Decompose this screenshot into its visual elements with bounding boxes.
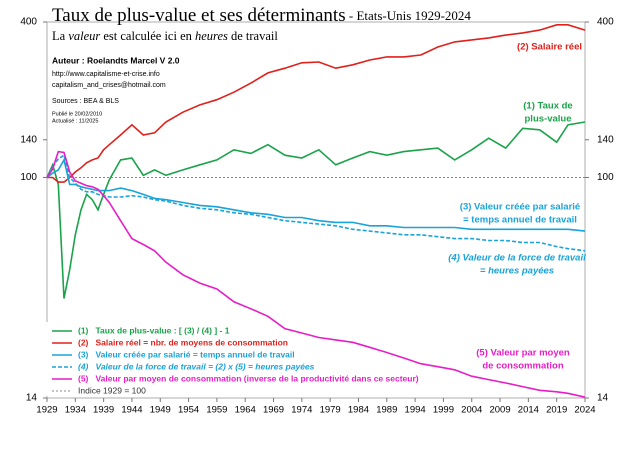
series-line <box>46 153 586 252</box>
x-tick-label: 1959 <box>206 405 227 416</box>
series-line <box>46 121 586 299</box>
info-line: Sources : BEA & BLS <box>52 98 119 105</box>
plot-frame <box>46 21 586 399</box>
x-tick-label: 1979 <box>320 405 341 416</box>
series-line <box>46 150 586 398</box>
series-annotation: = temps annuel de travail <box>463 215 577 226</box>
x-tick-label: 1939 <box>93 405 114 416</box>
info-line: capitalism_and_crises@hotmail.com <box>52 82 166 89</box>
x-tick-label: 1984 <box>348 405 369 416</box>
series-line <box>46 157 586 232</box>
series-annotation: (4) Valeur de la force de travail <box>448 253 586 264</box>
x-tick-label: 1944 <box>121 405 142 416</box>
x-tick-label: 1949 <box>150 405 171 416</box>
subtitle-part: heures <box>195 29 228 43</box>
legend-label: (2) Salaire réel = nbr. de moyens de con… <box>78 337 288 347</box>
title-suffix: - Etats-Unis 1929-2024 <box>346 8 472 23</box>
legend-label: (1) Taux de plus-value : [ (3) / (4) ] -… <box>78 325 230 335</box>
y2-tick-label: 140 <box>597 134 614 145</box>
info-line: Publié le 20/02/2010 <box>52 111 102 117</box>
x-tick-label: 1934 <box>65 405 86 416</box>
series-annotation: (3) Valeur créée par salarié <box>460 202 580 213</box>
series-annotation: (1) Taux de <box>523 101 572 112</box>
series-annotation: (5) Valeur par moyen <box>476 348 570 359</box>
series-line <box>47 24 586 183</box>
y2-tick-label: 400 <box>597 17 614 28</box>
series-annotation: plus-value <box>525 114 572 125</box>
legend-label: Indice 1929 = 100 <box>78 385 146 395</box>
x-tick-label: 1954 <box>178 405 199 416</box>
info-line: Actualisé : 11/2025 <box>52 118 98 124</box>
subtitle-part: de travail <box>228 29 279 43</box>
x-tick-label: 1929 <box>36 405 57 416</box>
info-line: http://www.capitalisme-et-crise.info <box>52 71 160 78</box>
x-tick-label: 1989 <box>376 405 397 416</box>
x-tick-label: 2009 <box>489 405 510 416</box>
y2-tick-label: 100 <box>597 172 614 183</box>
legend-label: (3) Valeur créée par salarié = temps ann… <box>78 349 295 359</box>
series-annotation: (2) Salaire réel <box>517 42 582 53</box>
legend-label: (5) Valeur par moyen de consommation (in… <box>78 373 419 383</box>
series-annotation: = heures payées <box>480 266 554 277</box>
legend-label: (4) Valeur de la force de travail = (2) … <box>78 361 315 371</box>
info-line: Auteur : Roelandts Marcel V 2.0 <box>52 55 180 65</box>
y-tick-label: 14 <box>26 393 38 404</box>
subtitle-part: est calculée ici en <box>100 29 195 43</box>
x-tick-label: 2004 <box>461 405 482 416</box>
y2-tick-label: 14 <box>597 393 609 404</box>
x-tick-label: 1974 <box>291 405 312 416</box>
x-tick-label: 1964 <box>235 405 256 416</box>
subtitle-part: valeur <box>68 29 100 43</box>
y-tick-label: 400 <box>20 17 37 28</box>
chart-title: Taux de plus-value et ses déterminants -… <box>52 5 471 26</box>
series-annotation: de consommation <box>482 361 563 372</box>
x-tick-label: 1994 <box>405 405 426 416</box>
x-tick-label: 1999 <box>433 405 454 416</box>
x-tick-label: 2019 <box>546 405 567 416</box>
title-main: Taux de plus-value et ses déterminants <box>52 5 346 26</box>
y-tick-label: 140 <box>20 134 37 145</box>
x-tick-label: 2014 <box>518 405 539 416</box>
subtitle: La valeur est calculée ici en heures de … <box>52 29 278 43</box>
x-tick-label: 1969 <box>263 405 284 416</box>
x-tick-label: 2024 <box>574 405 595 416</box>
y-tick-label: 100 <box>20 172 37 183</box>
subtitle-part: La <box>52 29 68 43</box>
legend-box <box>44 322 334 396</box>
